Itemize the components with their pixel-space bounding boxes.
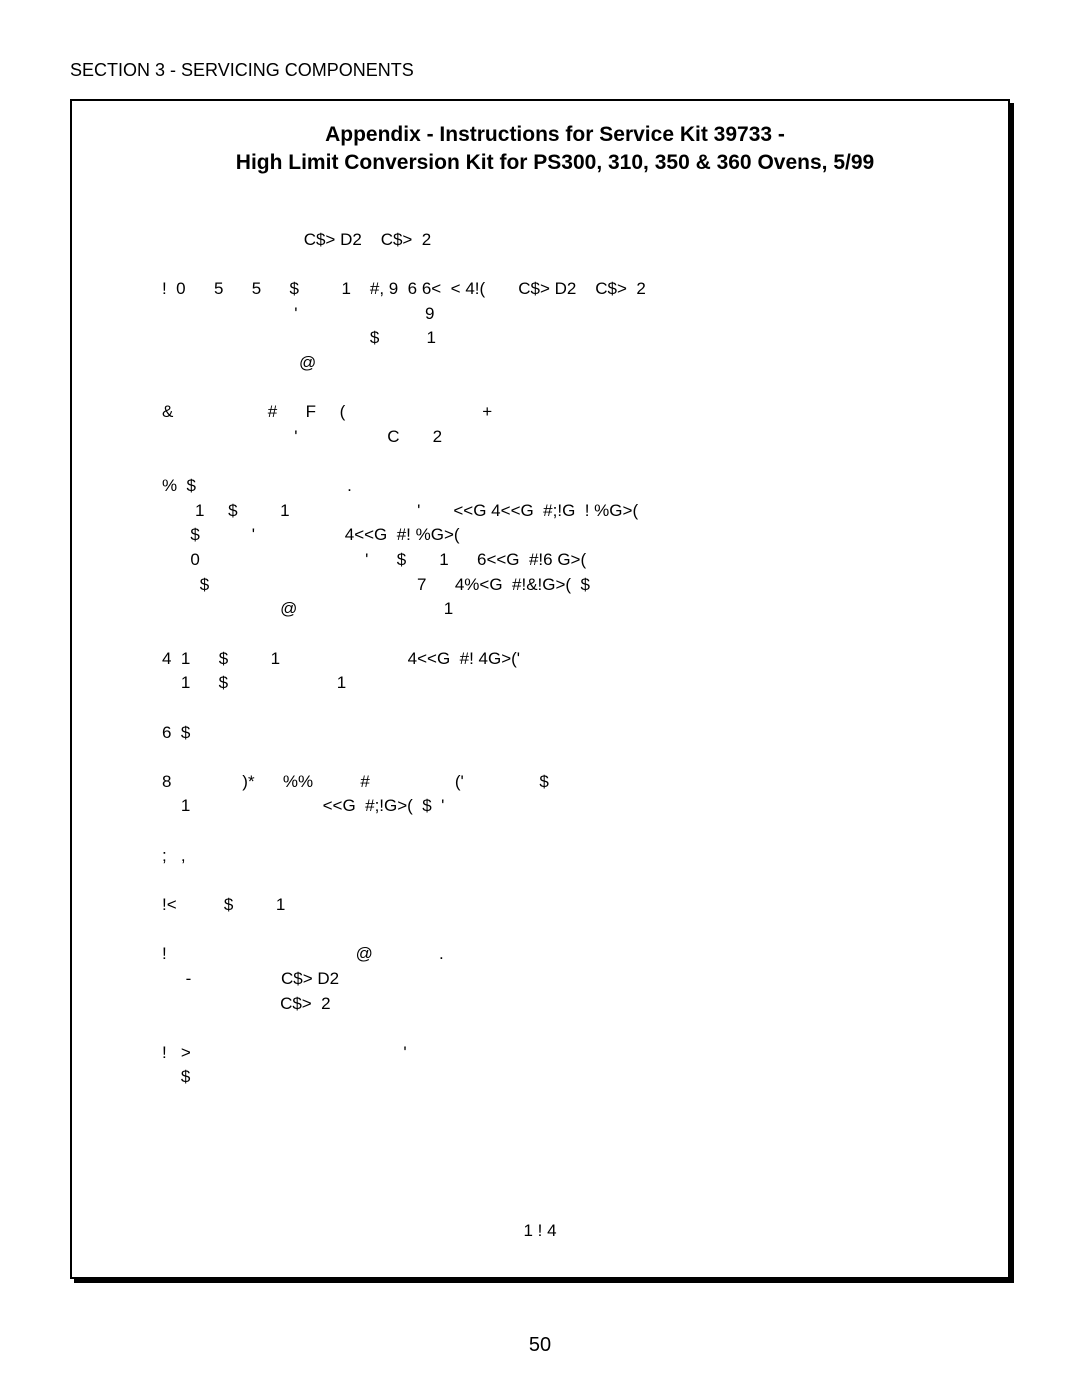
content-frame: Appendix - Instructions for Service Kit …: [70, 99, 1010, 1279]
page-number: 50: [0, 1334, 1080, 1357]
footer-text: 1 ! 4: [72, 1221, 1008, 1241]
section-header: SECTION 3 - SERVICING COMPONENTS: [70, 60, 1010, 81]
title-line-2: High Limit Conversion Kit for PS300, 310…: [162, 149, 948, 177]
instruction-body-text: C$> D2 C$> 2 ! 0 5 5 $ 1 #, 9 6 6< < 4!(…: [162, 228, 948, 1090]
title-line-1: Appendix - Instructions for Service Kit …: [162, 121, 948, 149]
appendix-title: Appendix - Instructions for Service Kit …: [162, 121, 948, 178]
